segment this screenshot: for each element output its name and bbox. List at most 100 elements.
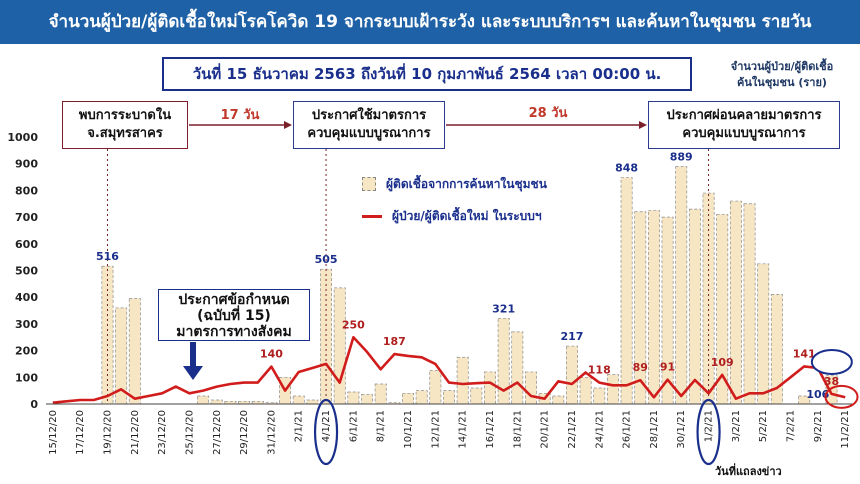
y-tick-label: 300 (15, 318, 38, 331)
x-tick-label: 23/12/20 (157, 410, 168, 455)
line-data-label: 89 (633, 361, 648, 374)
bar-series (101, 166, 838, 405)
legend-label-community: ผู้ติดเชื้อจากการค้นหาในชุมชน (386, 176, 547, 191)
legend-label-system: ผู้ป่วย/ผู้ติดเชื้อใหม่ ในระบบฯ (392, 208, 542, 223)
x-tick-label: 6/1/21 (348, 410, 359, 442)
annotation-order-line-1: ประกาศข้อกำหนด (178, 292, 290, 308)
y-tick-label: 700 (15, 211, 38, 224)
bar (511, 331, 524, 405)
bar (402, 392, 414, 405)
bar (743, 203, 756, 405)
x-tick-label: 12/1/21 (430, 410, 441, 449)
x-tick-label: 8/1/21 (376, 410, 387, 442)
bar (675, 166, 688, 405)
footnote-press-date: วันที่แถลงข่าว (715, 465, 782, 478)
line-data-label: 141 (793, 347, 816, 360)
annotation-relax-measures: ประกาศผ่อนคลายมาตรการ ควบคุมแบบบูรณาการ (648, 101, 840, 149)
x-tick-label: 25/12/20 (184, 410, 195, 455)
y-tick-label: 400 (15, 291, 38, 304)
bar (333, 287, 346, 405)
bar-data-label: 889 (670, 151, 693, 164)
bar (525, 371, 537, 405)
x-tick-label: 1/2/21 (704, 410, 715, 442)
x-axis: 15/12/20 17/12/20 19/12/20 21/12/20 23/12/20… (46, 403, 852, 455)
bar (443, 390, 455, 405)
bar (251, 400, 264, 405)
legend-swatch-line (362, 214, 382, 218)
bar-data-label: 321 (492, 302, 515, 315)
x-tick-label: 21/12/20 (130, 410, 141, 455)
highlight-ellipse (696, 398, 721, 466)
x-tick-label: 4/1/21 (321, 410, 332, 442)
x-tick-label: 10/1/21 (403, 410, 414, 449)
bar (210, 399, 223, 405)
overlay-marks: 17 วัน 28 วัน (183, 106, 859, 466)
x-tick-label: 27/12/20 (212, 410, 223, 455)
bar (634, 211, 647, 405)
bar-data-label: 217 (560, 330, 583, 343)
x-tick-label: 17/12/20 (75, 410, 86, 455)
y-tick-label: 500 (15, 265, 38, 278)
bar (238, 400, 251, 405)
bar (306, 399, 319, 405)
x-tick-label: 26/1/21 (622, 410, 633, 449)
y-tick-label: 800 (15, 184, 38, 197)
bar (661, 216, 674, 405)
line-data-label: 250 (342, 318, 365, 331)
y-tick-label: 1000 (7, 131, 38, 144)
bar-data-label: 106 (806, 388, 829, 401)
bar (197, 395, 210, 405)
annotation-outbreak-line-1: พบการระบาดใน (78, 108, 172, 123)
x-tick-label: 3/2/21 (731, 410, 742, 442)
x-tick-label: 19/12/20 (102, 410, 113, 455)
bar (224, 400, 237, 405)
y-tick-label: 0 (30, 398, 38, 411)
bar (484, 371, 496, 405)
x-tick-label: 28/1/21 (649, 410, 660, 449)
y-tick-label: 100 (15, 371, 38, 384)
highlight-ellipse (824, 384, 859, 409)
bar (292, 395, 305, 405)
unit-label-line-1: จำนวนผู้ป่วย/ผู้ติดเชื้อ (730, 60, 834, 73)
annotation-relax-line-1: ประกาศผ่อนคลายมาตรการ (666, 108, 822, 123)
annotation-order-15: ประกาศข้อกำหนด (ฉบับที่ 15) มาตรการทางสั… (158, 289, 310, 341)
y-axis: 0 100 200 300 400 500 600 700 800 900 1000 (7, 131, 38, 411)
bar (620, 177, 633, 405)
legend-item-system: ผู้ป่วย/ผู้ติดเชื้อใหม่ ในระบบฯ (362, 206, 542, 226)
bar (470, 387, 483, 405)
bar (361, 394, 373, 405)
bar (688, 208, 701, 405)
bar-data-label: 848 (615, 162, 638, 175)
bar (593, 387, 606, 405)
x-tick-label: 31/12/20 (266, 410, 277, 455)
annotation-order-line-2: (ฉบับที่ 15) (197, 308, 271, 324)
bar (647, 210, 660, 405)
annotation-control-measures: ประกาศใช้มาตรการ ควบคุมแบบบูรณาการ (293, 101, 445, 149)
y-axis-unit-label: จำนวนผู้ป่วย/ผู้ติดเชื้อ ค้นในชุมชน (ราย… (712, 59, 852, 91)
order-arrow-head (183, 366, 203, 380)
x-tick-label: 2/1/21 (294, 410, 305, 442)
annotation-control-line-1: ประกาศใช้มาตรการ (311, 108, 427, 123)
span-arrow-1-head (284, 121, 292, 129)
line-data-label: 38 (824, 375, 839, 388)
x-tick-label: 16/1/21 (485, 410, 496, 449)
annotation-order-line-3: มาตรการทางสังคม (176, 324, 292, 340)
bar (798, 395, 811, 405)
bar (729, 200, 742, 405)
annotation-outbreak: พบการระบาดใน จ.สมุทรสาคร (62, 101, 188, 149)
y-tick-label: 900 (15, 158, 38, 171)
unit-label-line-2: ค้นในชุมชน (ราย) (737, 76, 827, 89)
bar-data-label: 516 (96, 250, 119, 263)
bar (347, 391, 360, 405)
x-tick-label: 7/2/21 (786, 410, 797, 442)
line-series (52, 335, 846, 404)
highlight-ellipse (810, 349, 853, 375)
legend-item-community: ผู้ติดเชื้อจากการค้นหาในชุมชน (362, 174, 547, 194)
highlight-ellipse (313, 398, 339, 466)
page-title: จำนวนผู้ป่วย/ผู้ติดเชื้อใหม่โรคโควิด 19 … (48, 12, 812, 32)
bar (579, 376, 592, 405)
annotation-outbreak-line-2: จ.สมุทรสาคร (87, 126, 163, 141)
bar (374, 383, 387, 405)
x-tick-label: 9/2/21 (813, 410, 824, 442)
